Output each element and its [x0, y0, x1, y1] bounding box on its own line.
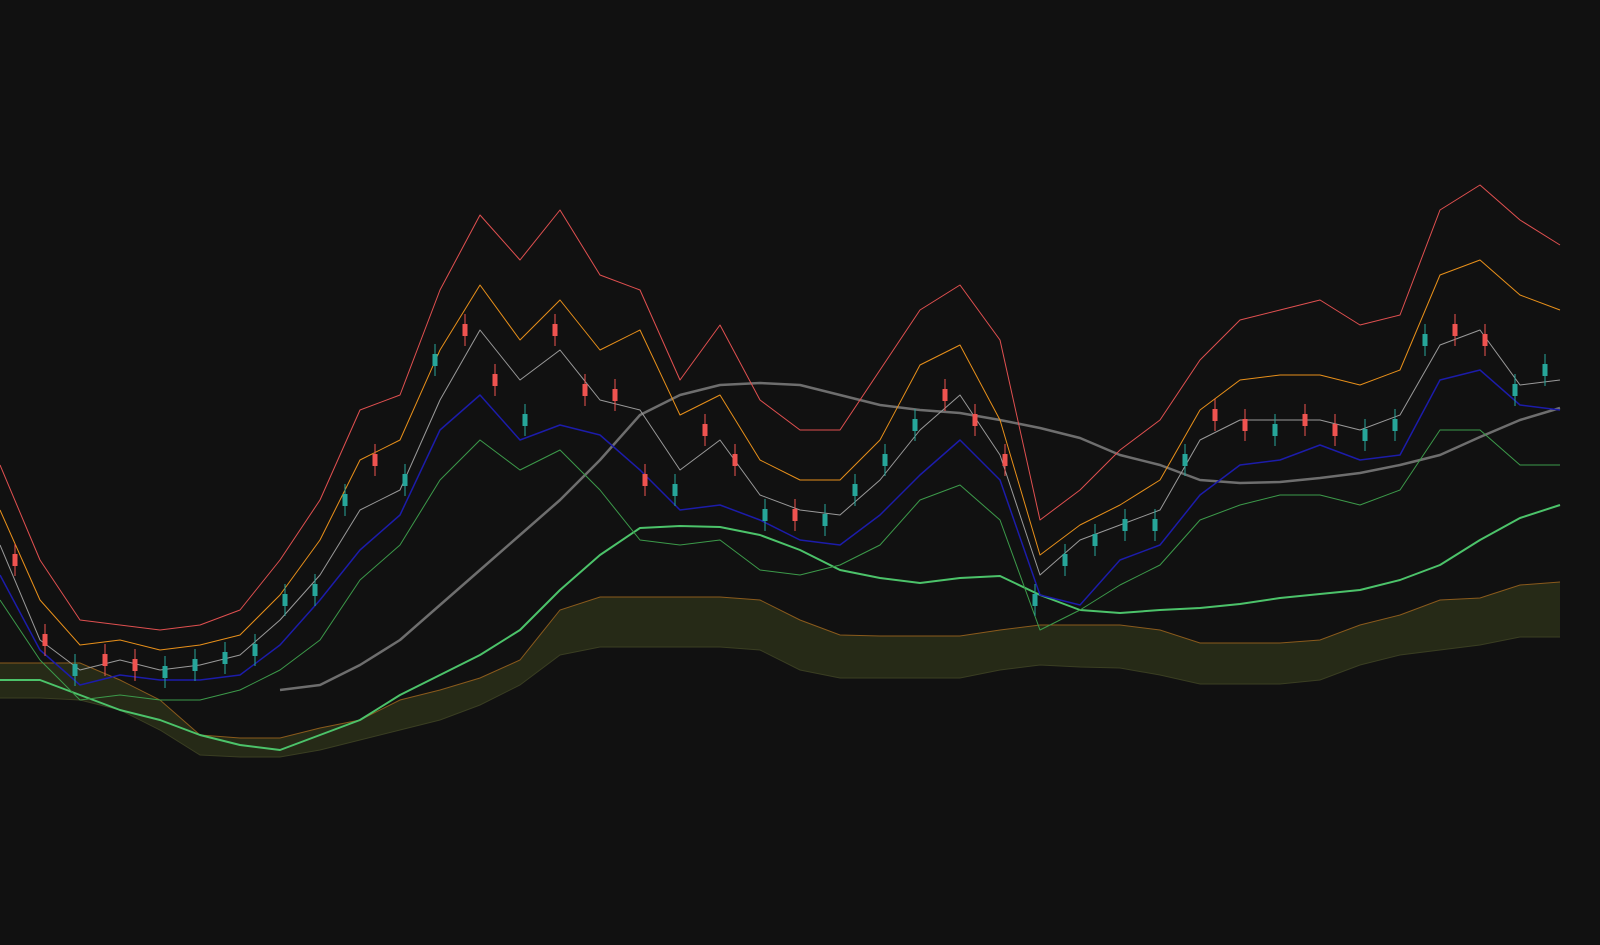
candle-body — [1062, 554, 1068, 566]
candle-body — [702, 424, 708, 436]
candle-body — [1362, 429, 1368, 441]
candle-body — [552, 324, 558, 336]
indicator-line — [0, 184, 1561, 631]
candle-body — [942, 389, 948, 401]
candle-body — [1122, 519, 1128, 531]
candle-body — [1242, 419, 1248, 431]
candle-body — [1392, 419, 1398, 431]
candle-body — [1302, 414, 1308, 426]
candle-body — [882, 454, 888, 466]
indicator-line — [0, 329, 1561, 671]
candle-body — [282, 594, 288, 606]
candle-body — [132, 659, 138, 671]
candle-body — [1002, 454, 1008, 466]
candle-body — [1452, 324, 1458, 336]
candle-body — [1422, 334, 1428, 346]
candle-body — [72, 664, 78, 676]
candle-body — [462, 324, 468, 336]
candle-body — [822, 514, 828, 526]
candle-body — [1482, 334, 1488, 346]
candle-body — [342, 494, 348, 506]
candle-body — [1032, 594, 1038, 606]
candle-body — [1182, 454, 1188, 466]
candle-body — [792, 509, 798, 521]
candle-body — [432, 354, 438, 366]
candle-body — [912, 419, 918, 431]
cloud-top-edge — [0, 581, 1561, 739]
candle-body — [192, 659, 198, 671]
candle-body — [402, 474, 408, 486]
candle-body — [252, 644, 258, 656]
candle-body — [222, 652, 228, 664]
candle-body — [1152, 519, 1158, 531]
indicator-line — [0, 429, 1560, 701]
candle-body — [762, 509, 768, 521]
cloud-fill — [0, 582, 1560, 757]
candle-body — [1212, 409, 1218, 421]
candle-body — [1512, 384, 1518, 396]
candle-body — [1542, 364, 1548, 376]
indicator-line — [0, 369, 1561, 686]
candle-body — [852, 484, 858, 496]
candle-body — [12, 554, 18, 566]
candle-body — [312, 584, 318, 596]
cloud-bottom-edge — [0, 636, 1560, 758]
candle-body — [102, 654, 108, 666]
candle-body — [972, 414, 978, 426]
candle-body — [732, 454, 738, 466]
candle-body — [1332, 424, 1338, 436]
indicator-line — [0, 504, 1561, 751]
candle-body — [1272, 424, 1278, 436]
candle-body — [1092, 534, 1098, 546]
indicator-line — [279, 381, 1561, 692]
candle-body — [522, 414, 528, 426]
candle-body — [612, 389, 618, 401]
candle-body — [672, 484, 678, 496]
candle-body — [42, 634, 48, 646]
indicator-line — [0, 259, 1561, 651]
candle-body — [162, 666, 168, 678]
candle-body — [492, 374, 498, 386]
candle-body — [372, 454, 378, 466]
candle-body — [642, 474, 648, 486]
candle-body — [582, 384, 588, 396]
